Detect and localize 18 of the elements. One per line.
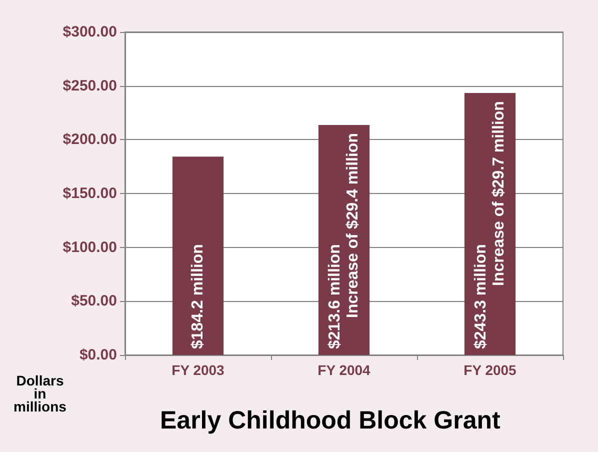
- y-tick-label: $300.00: [62, 24, 117, 40]
- x-tick-label: FY 2004: [318, 362, 371, 378]
- y-tick-label: $250.00: [62, 77, 117, 94]
- x-tick-label: FY 2003: [172, 362, 225, 378]
- data-label: $243.3 million: [472, 244, 490, 349]
- y-tick-label: $0.00: [79, 346, 117, 364]
- text: Early Childhood Block Grant: [160, 406, 501, 434]
- x-tick-label: FY 2005: [464, 362, 517, 378]
- y-axis-title: Dollars in millions: [14, 372, 67, 414]
- bar: [172, 156, 224, 355]
- data-label: $184.2 million: [190, 244, 206, 349]
- y-tick-label: $200.00: [62, 131, 117, 148]
- annotation: Increase of $29.4 million: [344, 133, 362, 318]
- y-tick-label: $50.00: [71, 292, 117, 310]
- data-label: $213.6 million: [326, 244, 344, 349]
- y-tick-label: $100.00: [62, 238, 117, 256]
- annotation: Increase of $29.7 million: [490, 101, 508, 286]
- y-tick-label: $150.00: [62, 185, 117, 202]
